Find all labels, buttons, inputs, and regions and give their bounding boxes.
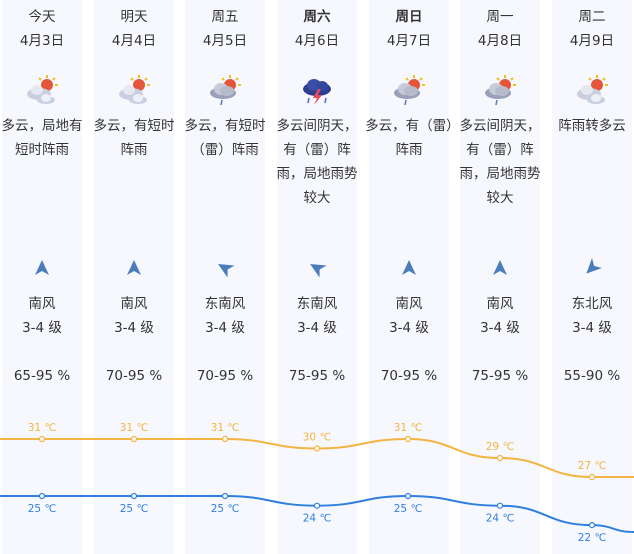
wind-direction: 南风 [120,296,148,312]
wind-direction-arrow-icon [400,259,418,277]
day-label: 今天 [28,9,56,25]
wind-direction: 东南风 [296,296,338,312]
partly-cloudy-icon [575,74,609,108]
date-label: 4月8日 [477,33,523,49]
date-label: 4月7日 [386,33,432,49]
cloudy-shower-icon [483,74,517,108]
wind-direction-arrow-icon [583,258,602,277]
weather-description: 多云间阴天，有（雷）阵雨，局地雨势较大 [276,118,358,206]
weather-description: 多云间阴天，有（雷）阵雨，局地雨势较大 [459,118,541,206]
date-label: 4月5日 [202,33,248,49]
day-label: 周一 [486,9,514,25]
wind-level: 3-4 级 [480,320,520,336]
wind-direction: 东北风 [571,296,613,312]
day-column: 周一 4月8日 多云间阴天，有（雷）阵雨，局地雨势较大 南风 3-4 级 75-… [460,0,541,554]
cloudy-shower-icon [208,74,242,108]
humidity: 70-95 % [196,368,254,384]
date-label: 4月9日 [569,33,615,49]
weather-description: 多云，局地有短时阵雨 [1,118,83,158]
wind-direction: 南风 [395,296,423,312]
day-column: 周五 4月5日 多云，有短时（雷）阵雨 东南风 3-4 级 70-95 % [185,0,266,554]
humidity: 75-95 % [288,368,346,384]
wind-level: 3-4 级 [205,320,245,336]
humidity: 65-95 % [13,368,71,384]
partly-cloudy-icon [117,74,151,108]
humidity: 75-95 % [471,368,529,384]
date-label: 4月6日 [294,33,340,49]
day-column: 周六 4月6日 多云间阴天，有（雷）阵雨，局地雨势较大 东南风 3-4 级 75… [277,0,358,554]
wind-direction: 南风 [28,296,56,312]
weather-description: 多云，有短时（雷）阵雨 [184,118,266,158]
wind-direction: 东南风 [204,296,246,312]
wind-level: 3-4 级 [297,320,337,336]
cloudy-shower-icon [392,74,426,108]
wind-level: 3-4 级 [572,320,612,336]
day-label: 明天 [120,9,148,25]
humidity: 70-95 % [105,368,163,384]
wind-level: 3-4 级 [22,320,62,336]
day-label: 周日 [395,9,423,25]
date-label: 4月4日 [111,33,157,49]
day-column: 今天 4月3日 多云，局地有短时阵雨 南风 3-4 级 65-95 % [2,0,83,554]
thunderstorm-icon [300,74,334,108]
day-label: 周六 [303,9,331,25]
wind-direction-arrow-icon [491,259,509,277]
wind-direction-arrow-icon [308,259,327,278]
day-column: 周日 4月7日 多云，有（雷）阵雨 南风 3-4 级 70-95 % [365,0,453,554]
wind-direction-arrow-icon [216,259,235,278]
humidity: 70-95 % [380,368,438,384]
weather-description: 多云，有短时阵雨 [93,118,175,158]
weather-description: 多云，有（雷）阵雨 [365,118,453,158]
wind-level: 3-4 级 [389,320,429,336]
day-label: 周五 [211,9,239,25]
wind-direction-arrow-icon [125,259,143,277]
partly-cloudy-icon [25,74,59,108]
humidity: 55-90 % [563,368,621,384]
weather-description: 阵雨转多云 [558,118,626,134]
day-label: 周二 [578,9,606,25]
day-column: 明天 4月4日 多云，有短时阵雨 南风 3-4 级 70-95 % [94,0,175,554]
wind-level: 3-4 级 [114,320,154,336]
day-column: 周二 4月9日 阵雨转多云 东北风 3-4 级 55-90 % [552,0,632,554]
wind-direction-arrow-icon [33,259,51,277]
wind-direction: 南风 [486,296,514,312]
date-label: 4月3日 [19,33,65,49]
